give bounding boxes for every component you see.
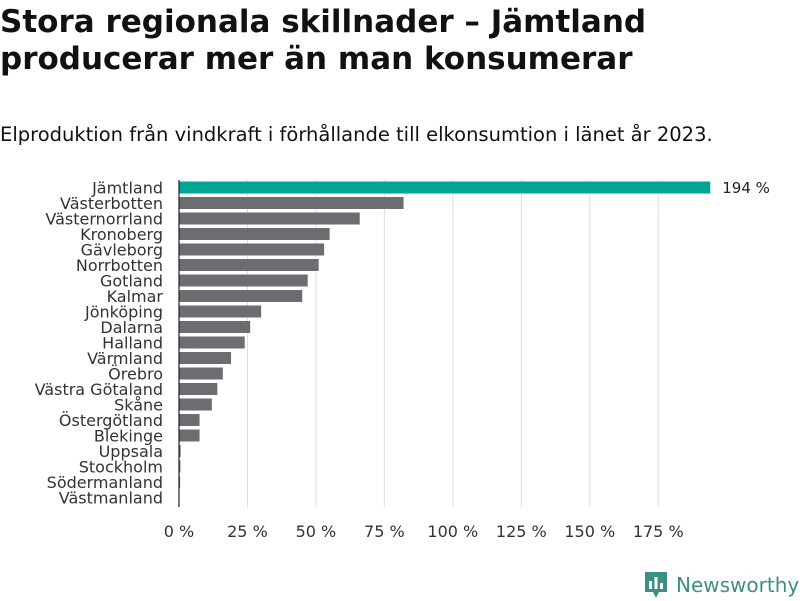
bar-10 [179, 336, 245, 349]
x-tick-label-50: 50 % [296, 522, 337, 541]
bar-17 [179, 445, 181, 457]
bar-1 [179, 197, 404, 209]
category-label-0: Jämtland [91, 179, 163, 198]
chart-title: Stora regionala skillnader – Jämtland pr… [0, 4, 647, 77]
category-label-20: Västmanland [59, 489, 163, 508]
category-label-12: Örebro [108, 365, 163, 384]
bar-5 [179, 259, 319, 271]
x-tick-label-100: 100 % [427, 522, 478, 541]
category-label-13: Västra Götaland [35, 380, 163, 399]
bar-15 [179, 414, 200, 426]
category-label-15: Östergötland [59, 411, 163, 430]
x-tick-label-25: 25 % [227, 522, 268, 541]
bar-7 [179, 290, 303, 302]
bar-18 [179, 460, 181, 473]
category-label-10: Halland [102, 334, 163, 353]
x-tick-label-0: 0 % [164, 522, 194, 541]
category-label-4: Gävleborg [81, 241, 163, 260]
category-label-19: Södermanland [47, 473, 163, 492]
category-label-16: Blekinge [94, 427, 163, 446]
bar-chart-bubble-icon [645, 572, 667, 598]
chart-subtitle: Elproduktion från vindkraft i förhålland… [0, 123, 713, 146]
bar-4 [179, 243, 325, 256]
bar-6 [179, 274, 308, 287]
category-label-9: Dalarna [100, 318, 163, 337]
bar-11 [179, 352, 232, 364]
bar-0 [179, 181, 711, 194]
data-label-0: 194 % [722, 179, 770, 197]
category-label-6: Gotland [100, 272, 163, 291]
x-tick-label-150: 150 % [564, 522, 615, 541]
x-tick-label-75: 75 % [364, 522, 405, 541]
category-label-17: Uppsala [99, 442, 163, 461]
category-label-5: Norrbotten [76, 256, 163, 275]
bar-16 [179, 429, 200, 442]
category-label-7: Kalmar [107, 287, 164, 306]
category-label-1: Västerbotten [60, 194, 163, 213]
newsworthy-logo: Newsworthy [643, 569, 799, 601]
category-label-11: Värmland [87, 349, 163, 368]
bar-12 [179, 367, 223, 380]
bar-8 [179, 305, 262, 318]
bar-14 [179, 398, 212, 411]
category-label-2: Västernorrland [45, 210, 163, 229]
bar-3 [179, 228, 330, 240]
x-tick-label-125: 125 % [496, 522, 547, 541]
bar-2 [179, 212, 360, 225]
category-label-8: Jönköping [84, 303, 163, 322]
category-label-14: Skåne [114, 396, 163, 415]
category-label-3: Kronoberg [80, 225, 163, 244]
bar-13 [179, 383, 218, 395]
brand-name: Newsworthy [676, 573, 800, 597]
bar-9 [179, 321, 251, 333]
x-tick-label-175: 175 % [633, 522, 684, 541]
category-label-18: Stockholm [79, 458, 163, 477]
